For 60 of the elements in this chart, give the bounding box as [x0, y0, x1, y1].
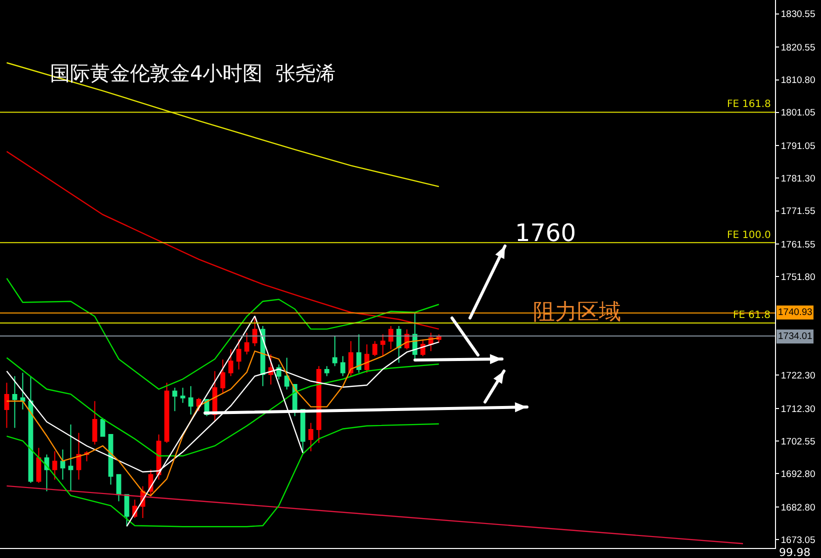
candlestick — [332, 336, 338, 367]
candlestick — [268, 354, 274, 385]
candlestick — [396, 326, 402, 364]
candlestick — [180, 387, 186, 404]
candlestick — [20, 372, 26, 410]
candlestick — [228, 348, 234, 377]
y-tick-label: 1781.30 — [780, 174, 816, 185]
y-tick-label: 1712.30 — [780, 404, 816, 415]
candlestick — [308, 422, 314, 452]
candlestick — [92, 400, 98, 446]
candlestick — [12, 376, 18, 428]
candlestick — [284, 357, 290, 390]
ref-line-label: 1734.01 — [778, 331, 812, 342]
candlestick — [36, 447, 42, 484]
y-tick-label: 1751.80 — [780, 272, 816, 283]
candlestick — [372, 340, 378, 357]
candlestick — [172, 387, 178, 412]
y-tick-label: 1692.80 — [780, 468, 816, 480]
y-tick-label: 1820.55 — [780, 42, 816, 54]
annotation: 1760 — [515, 219, 576, 247]
y-tick-label: 1761.55 — [780, 239, 816, 250]
line-series — [6, 150, 440, 330]
line-series — [6, 423, 440, 528]
line-series — [6, 357, 440, 456]
line-series — [6, 337, 440, 496]
y-tick-label: 1830.55 — [780, 9, 816, 20]
candlestick — [348, 340, 354, 377]
candlestick — [244, 332, 250, 355]
y-tick-label: 1801.05 — [780, 108, 816, 119]
candlestick — [364, 344, 370, 374]
candlestick — [300, 409, 306, 454]
candlestick — [4, 382, 10, 428]
candlestick — [44, 454, 50, 492]
candlestick — [356, 334, 362, 374]
candlestick — [252, 316, 258, 347]
ref-line-label: FE 100.0 — [727, 230, 771, 241]
y-tick-label: 1771.55 — [780, 206, 816, 218]
candlestick — [60, 449, 66, 480]
candlestick — [380, 334, 386, 357]
ref-line-label: 1740.93 — [778, 307, 812, 318]
candlestick — [52, 450, 58, 480]
y-tick-label: 1702.55 — [780, 436, 816, 448]
candlestick — [388, 326, 394, 350]
text: 99.98 — [779, 546, 810, 558]
candlestick — [236, 338, 242, 370]
y-tick-label: 1682.80 — [780, 502, 816, 514]
y-tick-label: 1722.30 — [780, 370, 816, 382]
y-tick-label: 1791.05 — [780, 141, 816, 152]
y-tick-label: 1810.80 — [780, 75, 816, 86]
candlestick — [188, 386, 194, 415]
candlestick — [68, 424, 74, 492]
candlestick — [324, 366, 330, 377]
ref-line-label: FE 61.8 — [733, 310, 771, 321]
candlestick — [76, 432, 82, 480]
line-series — [6, 278, 440, 390]
y-tick-label: 1673.05 — [780, 534, 816, 546]
ref-line-label: FE 161.8 — [727, 99, 771, 110]
candlestick — [164, 382, 170, 444]
candlestick — [340, 356, 346, 377]
candlestick — [220, 358, 226, 394]
